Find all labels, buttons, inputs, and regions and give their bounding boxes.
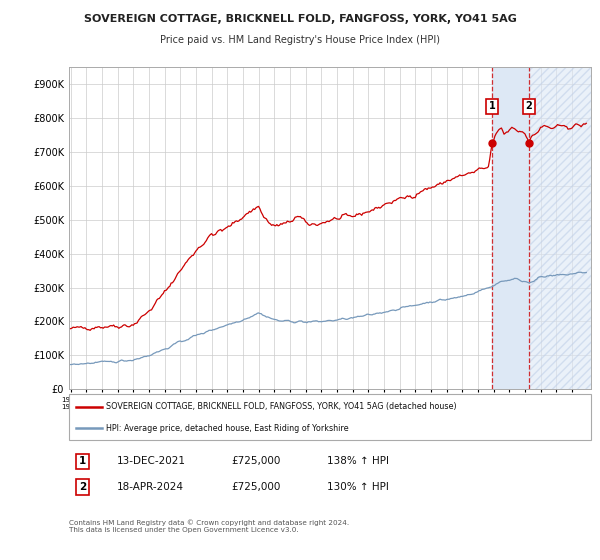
Bar [492, 67, 529, 389]
Text: 1: 1 [489, 101, 496, 111]
Bar [529, 67, 591, 389]
Text: 2: 2 [79, 482, 86, 492]
Text: 13-DEC-2021: 13-DEC-2021 [117, 456, 186, 466]
Text: 2: 2 [526, 101, 532, 111]
Text: 1: 1 [79, 456, 86, 466]
Text: 138% ↑ HPI: 138% ↑ HPI [327, 456, 389, 466]
Text: Price paid vs. HM Land Registry's House Price Index (HPI): Price paid vs. HM Land Registry's House … [160, 35, 440, 45]
Text: SOVEREIGN COTTAGE, BRICKNELL FOLD, FANGFOSS, YORK, YO41 5AG: SOVEREIGN COTTAGE, BRICKNELL FOLD, FANGF… [83, 14, 517, 24]
Text: £725,000: £725,000 [231, 456, 280, 466]
Text: Contains HM Land Registry data © Crown copyright and database right 2024.
This d: Contains HM Land Registry data © Crown c… [69, 520, 349, 533]
Text: 18-APR-2024: 18-APR-2024 [117, 482, 184, 492]
Text: 130% ↑ HPI: 130% ↑ HPI [327, 482, 389, 492]
Text: SOVEREIGN COTTAGE, BRICKNELL FOLD, FANGFOSS, YORK, YO41 5AG (detached house): SOVEREIGN COTTAGE, BRICKNELL FOLD, FANGF… [106, 402, 457, 411]
Text: £725,000: £725,000 [231, 482, 280, 492]
Text: HPI: Average price, detached house, East Riding of Yorkshire: HPI: Average price, detached house, East… [106, 423, 349, 433]
